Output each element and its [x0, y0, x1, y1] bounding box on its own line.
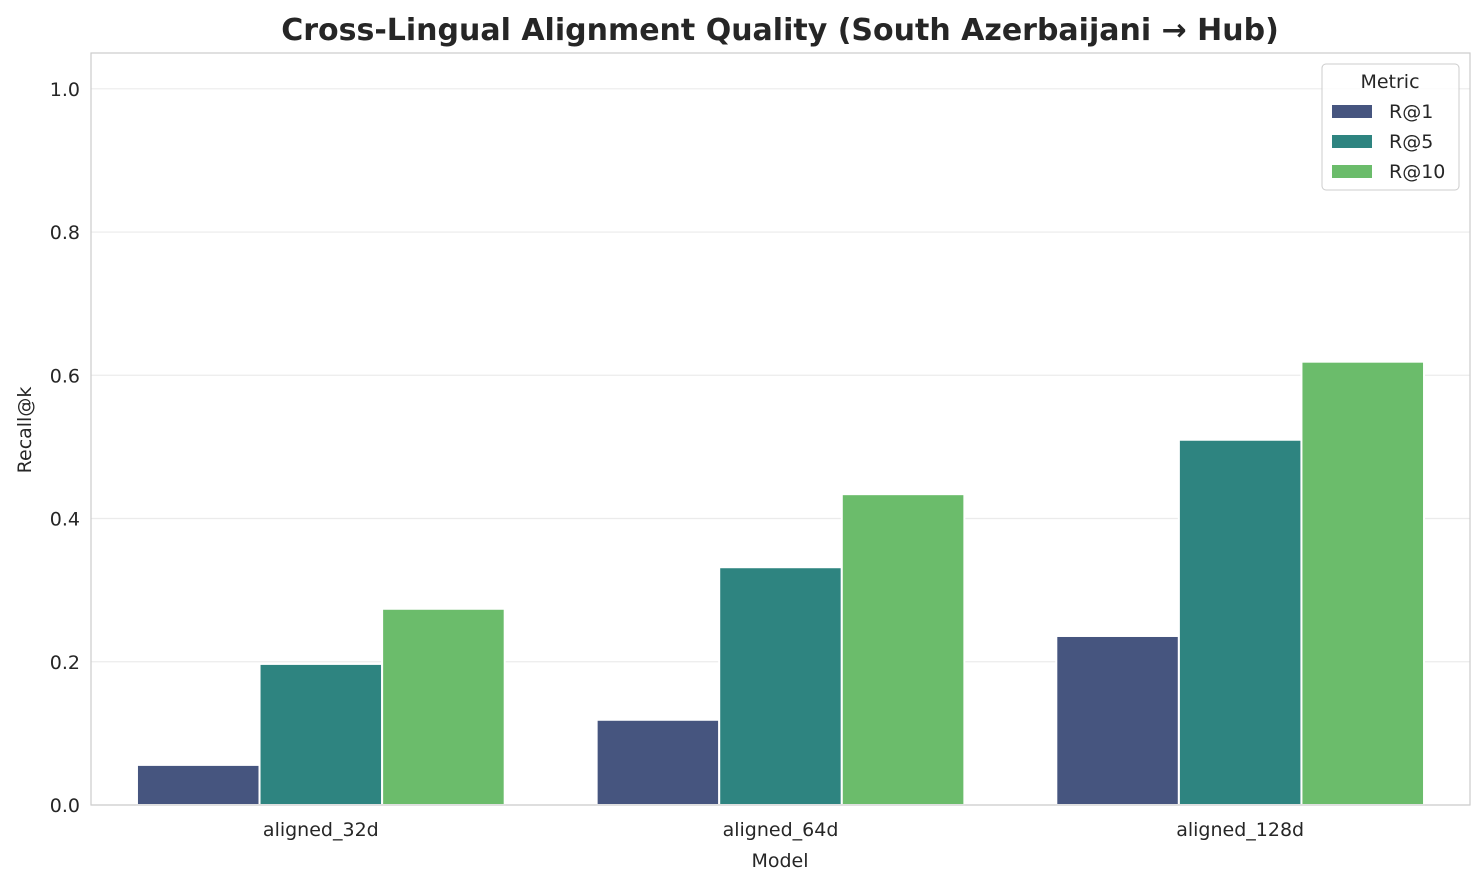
y-tick-label: 0.8 — [50, 222, 80, 244]
legend-label: R@1 — [1389, 101, 1433, 123]
bar-R@5-aligned_32d — [258, 662, 384, 806]
bar-R@10-aligned_128d — [1300, 360, 1426, 806]
bar-R@1-aligned_32d — [135, 763, 261, 806]
y-axis-label: Recall@k — [14, 387, 36, 474]
y-tick-label: 1.0 — [50, 79, 80, 101]
legend-swatch — [1332, 135, 1372, 148]
plot-frame — [90, 52, 1471, 806]
bar-R@5-aligned_128d — [1177, 438, 1303, 806]
x-axis-label: Model — [751, 850, 808, 872]
bar-R@10-aligned_64d — [840, 493, 966, 806]
legend-title: Metric — [1360, 71, 1419, 93]
y-tick-label: 0.0 — [50, 795, 80, 817]
legend-swatch — [1332, 105, 1372, 118]
x-tick-label: aligned_32d — [263, 819, 379, 841]
legend-label: R@5 — [1389, 131, 1433, 153]
x-tick-label: aligned_128d — [1176, 819, 1304, 841]
x-tick-label: aligned_64d — [723, 819, 839, 841]
y-ticks: 0.0 0.2 0.4 0.6 0.8 1.0 — [50, 79, 80, 817]
x-ticks: aligned_32d aligned_64d aligned_128d — [263, 819, 1304, 841]
bar-R@5-aligned_64d — [718, 566, 843, 806]
chart-title: Cross-Lingual Alignment Quality (South A… — [281, 13, 1279, 48]
bars — [135, 360, 1426, 807]
legend-swatch — [1332, 165, 1372, 178]
legend-label: R@10 — [1389, 161, 1445, 183]
bar-R@1-aligned_64d — [595, 718, 721, 806]
y-tick-label: 0.4 — [50, 509, 80, 531]
y-tick-label: 0.6 — [50, 365, 80, 387]
y-tick-label: 0.2 — [50, 652, 80, 674]
legend: Metric R@1 R@5 R@10 — [1321, 63, 1460, 191]
bar-R@1-aligned_128d — [1055, 634, 1180, 807]
legend-frame — [1321, 63, 1460, 191]
bar-R@10-aligned_32d — [381, 607, 506, 806]
